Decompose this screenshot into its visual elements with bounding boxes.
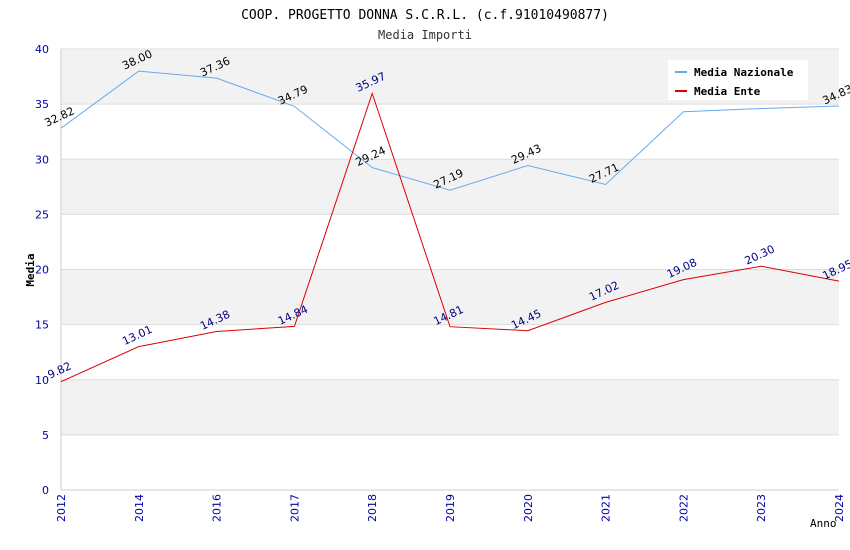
plot-band [61, 269, 839, 325]
legend-box [668, 60, 808, 100]
y-tick-label: 35 [35, 98, 49, 111]
legend-label: Media Nazionale [694, 66, 794, 79]
plot-band [61, 324, 839, 380]
y-axis-label: Media [24, 253, 37, 286]
plot-band [61, 159, 839, 215]
y-tick-label: 20 [35, 264, 49, 277]
plot-band [61, 104, 839, 160]
plot-band [61, 434, 839, 490]
x-tick-label: 2014 [133, 494, 146, 522]
y-tick-label: 40 [35, 43, 49, 56]
plot-band [61, 214, 839, 270]
chart-title: COOP. PROGETTO DONNA S.C.R.L. (c.f.91010… [241, 8, 609, 23]
x-tick-label: 2023 [755, 494, 768, 522]
legend: Media Nazionale Media Ente [668, 60, 808, 100]
plot-background [61, 49, 839, 490]
x-tick-label: 2018 [366, 494, 379, 522]
plot-band [61, 379, 839, 435]
x-axis-ticks: 2012 2014 2016 2017 2018 2019 2020 2021 2022 2023… [55, 494, 846, 522]
x-tick-label: 2024 [833, 494, 846, 522]
y-tick-label: 15 [35, 319, 49, 332]
chart-subtitle: Media Importi [378, 28, 472, 42]
legend-label: Media Ente [694, 85, 761, 98]
x-tick-label: 2016 [211, 494, 224, 522]
y-tick-label: 0 [42, 484, 49, 497]
x-tick-label: 2012 [55, 494, 68, 522]
y-tick-label: 5 [42, 429, 49, 442]
x-tick-label: 2020 [522, 494, 535, 522]
y-tick-label: 30 [35, 153, 49, 166]
y-axis-ticks: 0 5 10 15 20 25 30 35 40 [35, 43, 49, 497]
grid-lines [60, 48, 839, 491]
y-tick-label: 10 [35, 374, 49, 387]
series-line [60, 70, 840, 191]
series-line [60, 91, 840, 383]
series-lines [60, 70, 840, 383]
x-tick-label: 2021 [600, 494, 613, 522]
y-tick-label: 25 [35, 208, 49, 221]
x-tick-label: 2019 [444, 494, 457, 522]
x-tick-label: 2017 [288, 494, 301, 522]
x-axis-label: Anno [810, 517, 837, 530]
x-tick-label: 2022 [677, 494, 690, 522]
